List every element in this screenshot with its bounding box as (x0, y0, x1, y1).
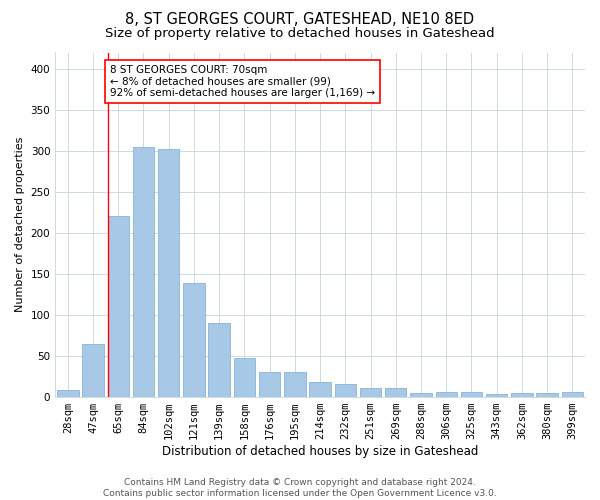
Bar (183, 282, 205, 397)
Bar (107, 216, 129, 396)
Bar (208, 323, 230, 396)
Bar (436, 392, 457, 396)
Bar (158, 149, 179, 396)
Text: 8, ST GEORGES COURT, GATESHEAD, NE10 8ED: 8, ST GEORGES COURT, GATESHEAD, NE10 8ED (125, 12, 475, 28)
Bar (410, 394, 432, 396)
Bar (536, 394, 558, 396)
Bar (461, 392, 482, 396)
Bar (233, 358, 255, 397)
Bar (486, 394, 508, 396)
Y-axis label: Number of detached properties: Number of detached properties (15, 137, 25, 312)
Bar (133, 146, 154, 396)
Text: Size of property relative to detached houses in Gateshead: Size of property relative to detached ho… (105, 28, 495, 40)
Text: Contains HM Land Registry data © Crown copyright and database right 2024.
Contai: Contains HM Land Registry data © Crown c… (103, 478, 497, 498)
Bar (82, 344, 104, 397)
Bar (310, 382, 331, 396)
X-axis label: Distribution of detached houses by size in Gateshead: Distribution of detached houses by size … (162, 444, 478, 458)
Bar (562, 392, 583, 396)
Bar (335, 384, 356, 396)
Bar (57, 390, 79, 396)
Bar (259, 372, 280, 396)
Bar (284, 372, 305, 396)
Bar (385, 388, 406, 396)
Bar (360, 388, 381, 396)
Bar (511, 394, 533, 396)
Text: 8 ST GEORGES COURT: 70sqm
← 8% of detached houses are smaller (99)
92% of semi-d: 8 ST GEORGES COURT: 70sqm ← 8% of detach… (110, 65, 375, 98)
